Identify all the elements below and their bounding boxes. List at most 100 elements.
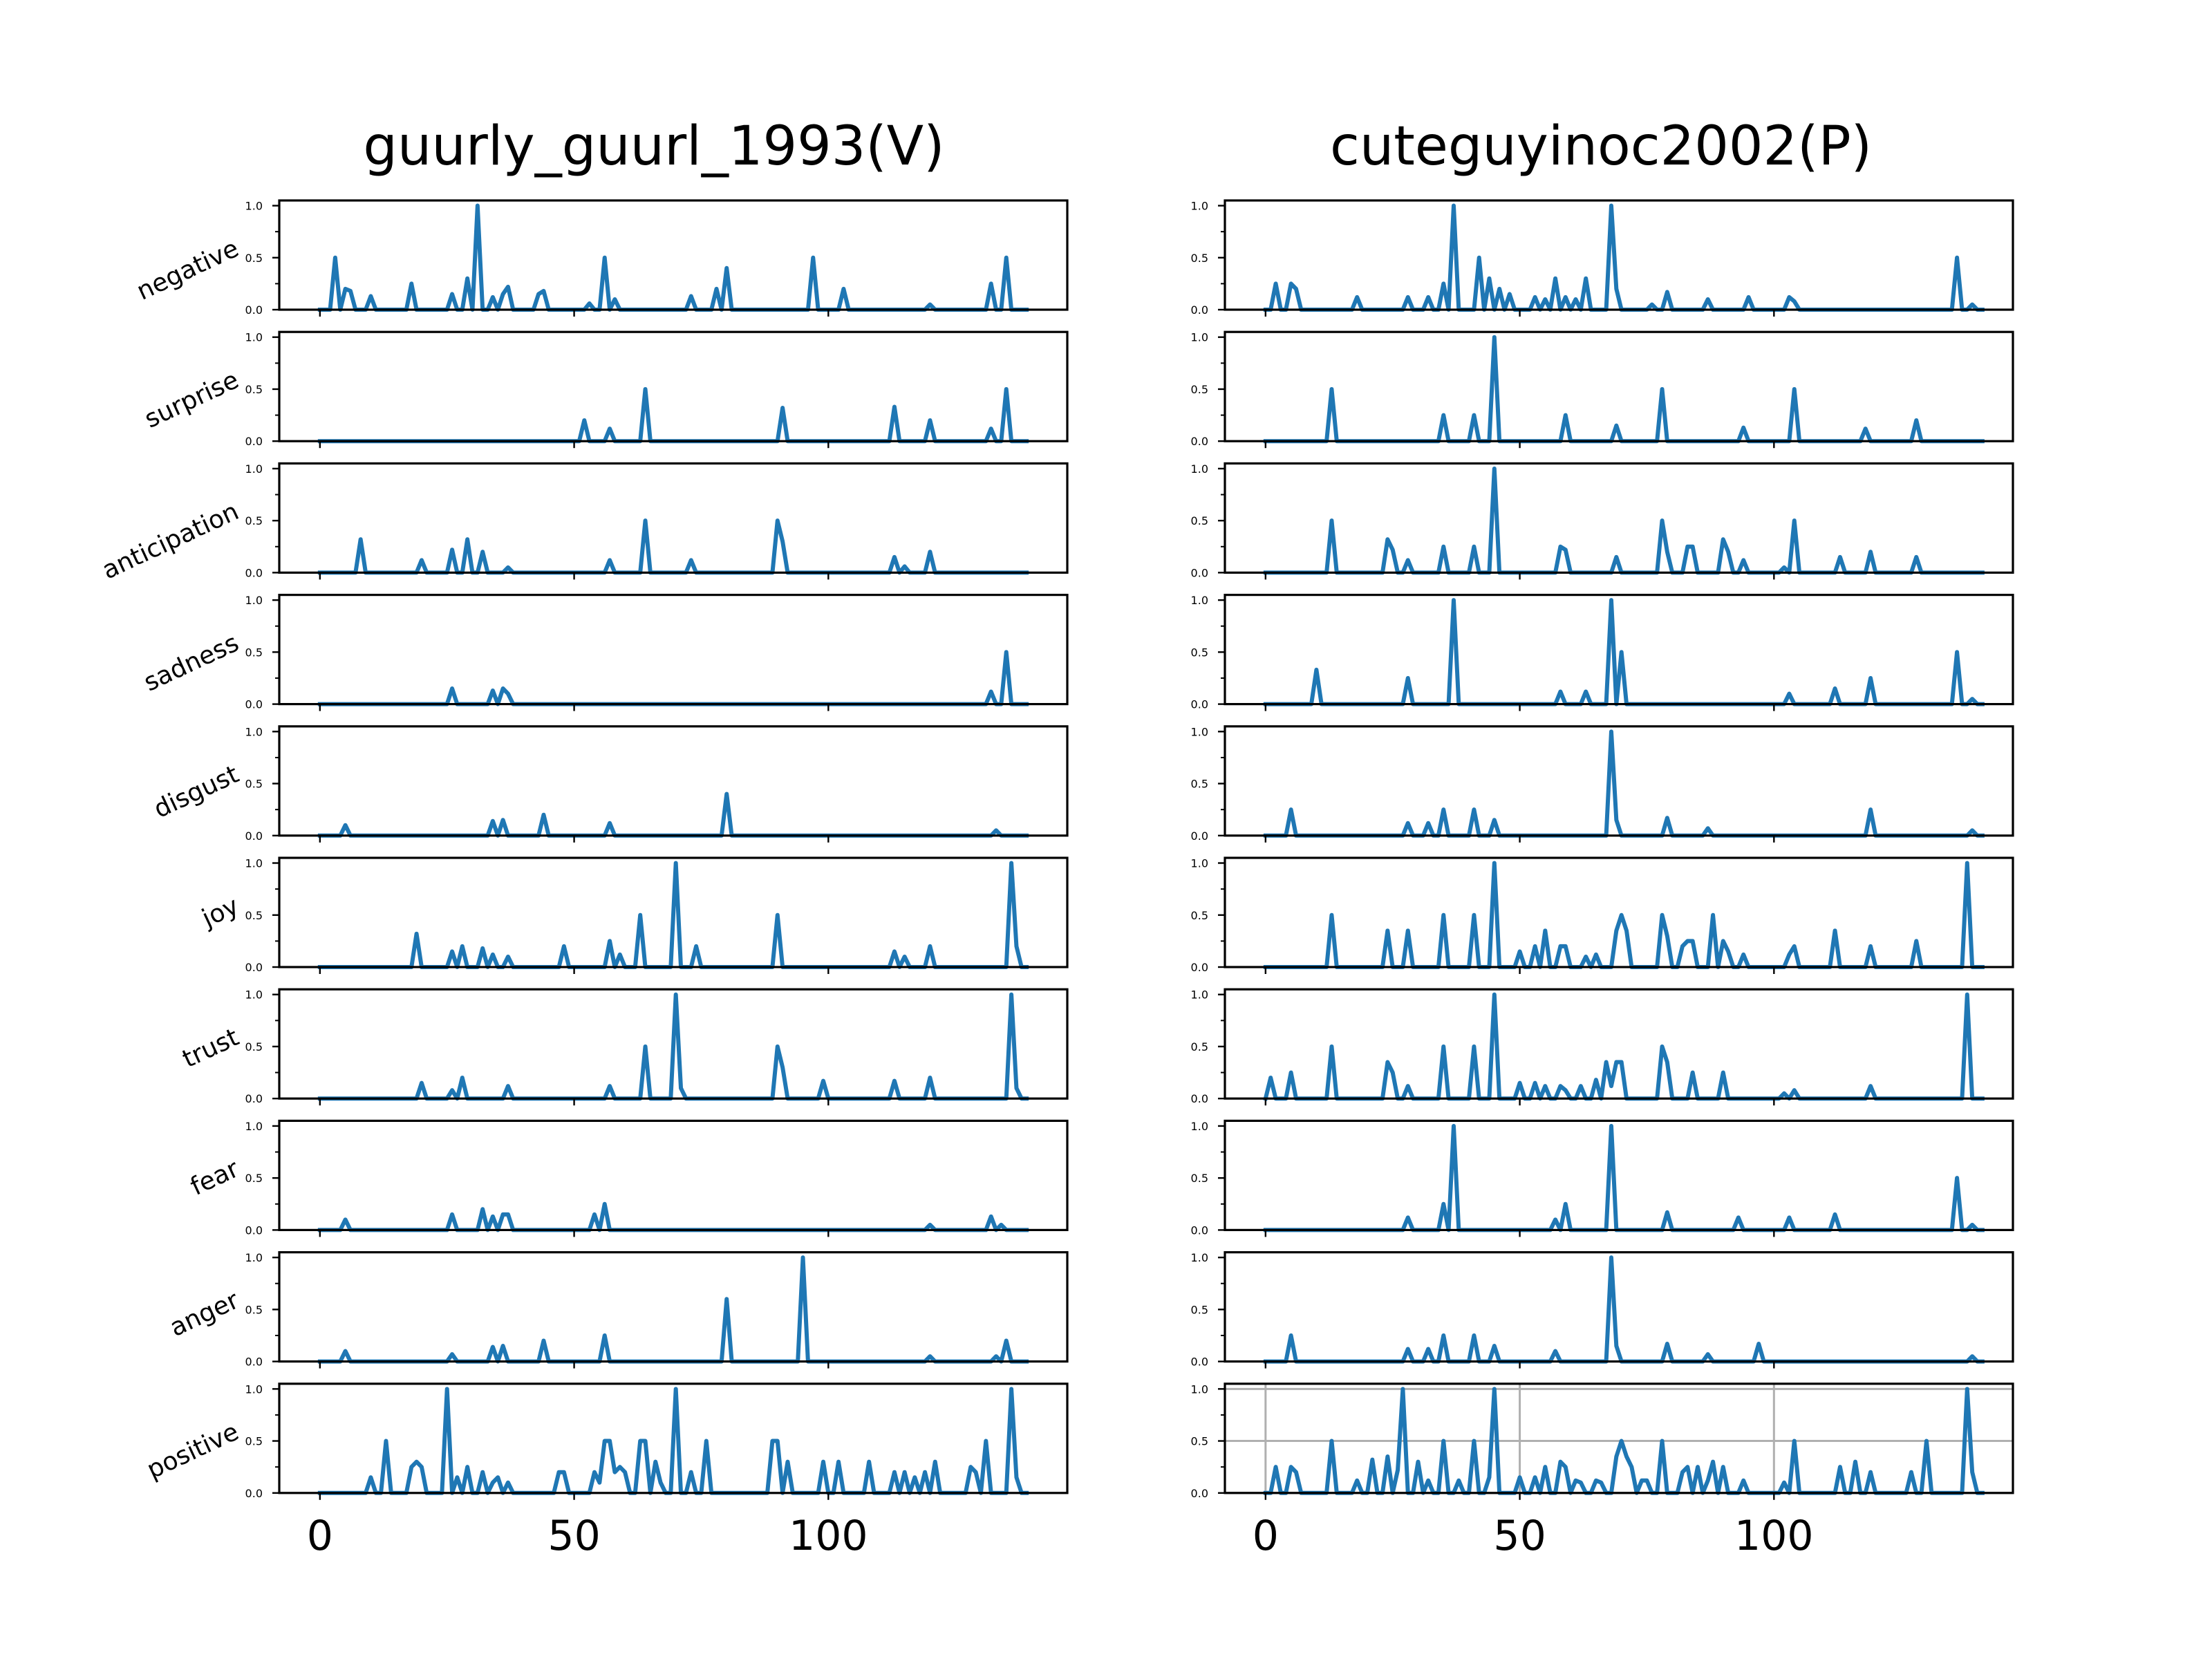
y-tick-label: 1.0: [245, 594, 263, 607]
panel-frame: [1224, 199, 2014, 311]
y-tick-label: 1.0: [245, 200, 263, 213]
y-tick-label: 0.0: [245, 1356, 263, 1369]
panel-right-positive: 0.0 0.5 1.0: [1191, 1382, 2014, 1500]
y-tick-label: 0.5: [245, 1172, 263, 1185]
panel-frame: [278, 199, 1069, 311]
y-tick-label: 0.5: [1191, 514, 1208, 527]
y-tick-label: 0.5: [245, 514, 263, 527]
y-tick-label: 1.0: [245, 1251, 263, 1264]
y-tick-label: 1.0: [1191, 1251, 1208, 1264]
panel-frame: [1224, 988, 2014, 1100]
y-tick-label: 1.0: [1191, 200, 1208, 213]
y-tick-label: 0.5: [245, 778, 263, 791]
y-tick-label: 0.0: [245, 566, 263, 579]
y-tick-label: 1.0: [1191, 1382, 1208, 1396]
panel-right-negative: 0.0 0.5 1.0: [1191, 199, 2014, 317]
column-title-right: cuteguyinoc2002(P): [1330, 115, 1872, 178]
x-tick-label: 100: [789, 1512, 868, 1560]
y-tick-label: 1.0: [1191, 857, 1208, 870]
panel-right-trust: 0.0 0.5 1.0: [1191, 988, 2014, 1106]
y-tick-label: 1.0: [245, 462, 263, 476]
y-tick-label: 0.0: [1191, 830, 1208, 843]
y-tick-label: 1.0: [1191, 331, 1208, 344]
panel-frame: [278, 593, 1069, 706]
y-tick-label: 0.5: [245, 1040, 263, 1053]
y-tick-label: 1.0: [245, 725, 263, 738]
panel-right-anticipation: 0.0 0.5 1.0: [1191, 462, 2014, 580]
panel-right-disgust: 0.0 0.5 1.0: [1191, 725, 2014, 843]
panel-right-sadness: 0.0 0.5 1.0: [1191, 593, 2014, 711]
y-tick-label: 0.5: [1191, 1435, 1208, 1448]
panel-right-surprise: 0.0 0.5 1.0: [1191, 330, 2014, 449]
panel-frame: [278, 330, 1069, 442]
x-tick-label: 0: [307, 1512, 333, 1560]
y-tick-label: 0.5: [245, 909, 263, 922]
y-tick-label: 0.0: [245, 830, 263, 843]
y-tick-label: 1.0: [245, 1120, 263, 1133]
y-tick-label: 0.5: [1191, 778, 1208, 791]
panel-frame: [278, 1382, 1069, 1494]
y-tick-label: 0.0: [245, 698, 263, 711]
x-tick-label: 100: [1734, 1512, 1814, 1560]
y-tick-label: 0.5: [1191, 1303, 1208, 1316]
panel-frame: [278, 725, 1069, 837]
x-tick-label: 0: [1253, 1512, 1279, 1560]
y-tick-label: 0.5: [245, 383, 263, 396]
y-tick-label: 0.0: [1191, 961, 1208, 974]
panel-frame: [1224, 330, 2014, 442]
panel-frame: [1224, 725, 2014, 837]
x-tick-label: 50: [547, 1512, 600, 1560]
y-tick-label: 0.0: [245, 961, 263, 974]
y-tick-label: 1.0: [1191, 725, 1208, 738]
y-tick-label: 0.5: [245, 1303, 263, 1316]
y-tick-label: 0.5: [1191, 1040, 1208, 1053]
y-tick-label: 0.5: [1191, 383, 1208, 396]
y-tick-label: 0.0: [1191, 566, 1208, 579]
panel-frame: [278, 1250, 1069, 1363]
y-tick-label: 0.5: [1191, 909, 1208, 922]
y-tick-label: 0.0: [245, 435, 263, 448]
panel-frame: [278, 462, 1069, 574]
panel-frame: [1224, 856, 2014, 968]
y-tick-label: 1.0: [245, 857, 263, 870]
y-tick-label: 0.5: [1191, 252, 1208, 265]
y-tick-label: 1.0: [1191, 1120, 1208, 1133]
panel-right-fear: 0.0 0.5 1.0: [1191, 1119, 2014, 1237]
y-tick-label: 1.0: [1191, 988, 1208, 1002]
x-tick-label: 50: [1493, 1512, 1546, 1560]
y-tick-label: 0.0: [1191, 1487, 1208, 1500]
y-tick-label: 0.0: [1191, 435, 1208, 448]
y-tick-label: 1.0: [245, 988, 263, 1002]
y-tick-label: 0.5: [245, 1435, 263, 1448]
panel-frame: [278, 988, 1069, 1100]
y-tick-label: 1.0: [1191, 462, 1208, 476]
y-tick-label: 0.0: [1191, 698, 1208, 711]
panel-frame: [278, 856, 1069, 968]
panel-frame: [1224, 1250, 2014, 1363]
y-tick-label: 0.0: [245, 303, 263, 317]
y-tick-label: 0.0: [245, 1224, 263, 1237]
panel-frame: [1224, 593, 2014, 706]
y-tick-label: 0.0: [245, 1487, 263, 1500]
panel-frame: [1224, 1119, 2014, 1232]
y-tick-label: 1.0: [245, 1382, 263, 1396]
y-tick-label: 0.5: [1191, 1172, 1208, 1185]
y-tick-label: 1.0: [245, 331, 263, 344]
y-tick-label: 0.5: [245, 646, 263, 659]
y-tick-label: 0.5: [1191, 646, 1208, 659]
panel-right-joy: 0.0 0.5 1.0: [1191, 856, 2014, 974]
panel-right-anger: 0.0 0.5 1.0: [1191, 1250, 2014, 1369]
panel-frame: [1224, 1382, 2014, 1494]
panels: 0.00.51.0negative0.00.51.0surprise0.00.5…: [98, 199, 2014, 1560]
y-tick-label: 0.0: [245, 1092, 263, 1105]
panel-frame: [278, 1119, 1069, 1232]
y-tick-label: 0.0: [1191, 1092, 1208, 1105]
y-tick-label: 0.0: [1191, 303, 1208, 317]
y-tick-label: 0.0: [1191, 1224, 1208, 1237]
y-tick-label: 1.0: [1191, 594, 1208, 607]
y-tick-label: 0.5: [245, 252, 263, 265]
